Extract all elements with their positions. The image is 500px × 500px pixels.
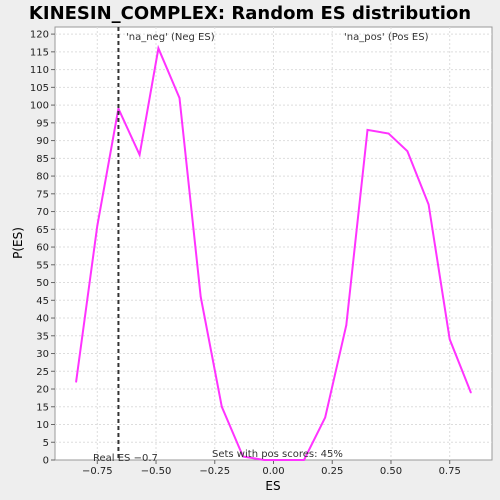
y-tick-label: 15 — [36, 402, 49, 413]
y-tick-label: 100 — [30, 101, 49, 112]
y-tick-label: 70 — [36, 207, 49, 218]
y-tick-label: 55 — [36, 260, 49, 271]
data-point — [263, 459, 265, 461]
y-axis-label: P(ES) — [11, 227, 25, 259]
y-tick-label: 20 — [36, 385, 49, 396]
y-tick-label: 10 — [36, 420, 49, 431]
data-point — [303, 459, 305, 461]
x-tick-label: 0.50 — [380, 466, 402, 477]
y-tick-label: 60 — [36, 243, 49, 254]
grid-lines — [55, 27, 492, 460]
es-distribution-line — [75, 44, 472, 461]
real-es-label: Real ES −0.7 — [93, 453, 158, 464]
y-tick-label: 30 — [36, 349, 49, 360]
y-tick-label: 120 — [30, 30, 49, 41]
y-tick-label: 90 — [36, 136, 49, 147]
data-point — [387, 132, 390, 135]
data-point — [406, 150, 409, 153]
x-axis-label: ES — [265, 479, 280, 493]
x-axis-ticks: −0.75 −0.50 −0.25 0.00 0.25 0.50 0.75 — [82, 460, 461, 477]
x-tick-label: 0.25 — [321, 466, 343, 477]
pos-es-label: 'na_pos' (Pos ES) — [344, 32, 429, 43]
y-tick-label: 65 — [36, 225, 49, 236]
data-point — [366, 129, 369, 131]
y-tick-label: 80 — [36, 172, 49, 183]
x-tick-label: 0.75 — [439, 466, 461, 477]
data-point — [242, 455, 244, 458]
data-point — [282, 459, 284, 461]
y-tick-label: 40 — [36, 314, 49, 325]
y-tick-label: 0 — [43, 456, 49, 467]
y-tick-label: 25 — [36, 367, 49, 378]
y-tick-label: 45 — [36, 296, 49, 307]
series-lines — [75, 44, 472, 461]
neg-es-label: 'na_neg' (Neg ES) — [126, 32, 215, 43]
y-tick-label: 110 — [30, 65, 49, 76]
x-tick-label: −0.50 — [141, 466, 172, 477]
y-tick-label: 105 — [30, 83, 49, 94]
y-tick-label: 35 — [36, 331, 49, 342]
data-point — [117, 107, 120, 110]
data-point — [324, 416, 326, 419]
data-point — [427, 203, 430, 206]
x-tick-label: 0.00 — [262, 466, 284, 477]
data-point — [470, 391, 472, 394]
data-point — [96, 224, 99, 227]
pos-scores-note: Sets with pos scores: 45% — [212, 449, 343, 460]
data-point — [157, 47, 160, 50]
y-tick-label: 95 — [36, 118, 49, 129]
data-point — [221, 405, 223, 408]
x-tick-label: −0.75 — [82, 466, 113, 477]
data-point — [199, 295, 202, 298]
y-axis-ticks: 0 5 10 15 20 25 30 35 40 45 50 55 60 65 70 75 80 85 90 95 10… — [30, 30, 55, 467]
y-tick-label: 50 — [36, 278, 49, 289]
data-point — [448, 338, 451, 341]
chart-title: KINESIN_COMPLEX: Random ES distribution — [29, 3, 471, 24]
x-tick-label: −0.25 — [199, 466, 230, 477]
data-point — [345, 324, 348, 326]
y-tick-label: 85 — [36, 154, 49, 165]
data-point — [75, 381, 77, 383]
y-tick-label: 5 — [43, 438, 49, 449]
data-point — [178, 97, 181, 99]
y-tick-label: 75 — [36, 189, 49, 200]
y-tick-label: 115 — [30, 47, 49, 58]
data-point — [138, 153, 141, 156]
